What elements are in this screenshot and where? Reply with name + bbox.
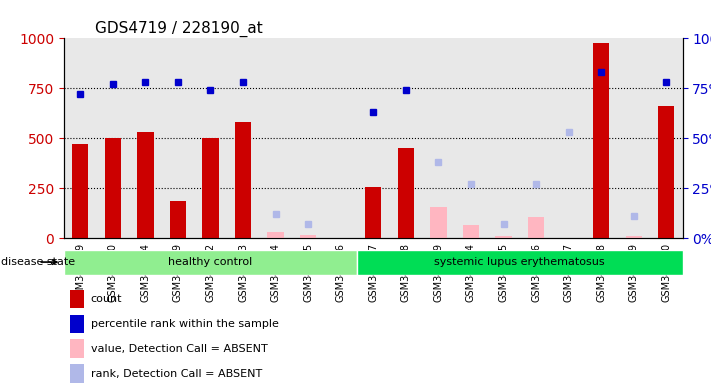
Bar (324, 38, 357, 238)
Bar (170, 201, 186, 238)
Bar (194, 38, 227, 238)
Bar (585, 38, 617, 238)
Bar (70, 314, 84, 333)
Bar (357, 38, 390, 238)
Bar (463, 225, 479, 238)
Bar (422, 38, 454, 238)
FancyBboxPatch shape (357, 250, 683, 275)
Bar (161, 38, 194, 238)
Bar (397, 148, 414, 238)
Bar (203, 138, 218, 238)
Bar (227, 38, 260, 238)
Bar (626, 236, 642, 238)
FancyBboxPatch shape (64, 250, 357, 275)
Text: systemic lupus erythematosus: systemic lupus erythematosus (434, 257, 605, 267)
Bar (430, 207, 447, 238)
Bar (64, 38, 97, 238)
Text: rank, Detection Call = ABSENT: rank, Detection Call = ABSENT (90, 369, 262, 379)
Text: value, Detection Call = ABSENT: value, Detection Call = ABSENT (90, 344, 267, 354)
Bar (267, 232, 284, 238)
Bar (300, 235, 316, 238)
Bar (97, 38, 129, 238)
Bar (658, 106, 675, 238)
Text: percentile rank within the sample: percentile rank within the sample (90, 319, 279, 329)
Bar (487, 38, 520, 238)
Bar (292, 38, 324, 238)
Bar (365, 187, 381, 238)
Bar (520, 38, 552, 238)
Bar (137, 132, 154, 238)
Bar (650, 38, 683, 238)
Text: healthy control: healthy control (169, 257, 252, 267)
Bar (593, 43, 609, 238)
Bar (70, 290, 84, 308)
Bar (390, 38, 422, 238)
Bar (129, 38, 161, 238)
Bar (70, 364, 84, 383)
Bar (528, 217, 544, 238)
Bar (72, 144, 88, 238)
Text: count: count (90, 294, 122, 304)
Bar (70, 339, 84, 358)
Text: GDS4719 / 228190_at: GDS4719 / 228190_at (95, 21, 262, 37)
Bar (617, 38, 650, 238)
Text: disease state: disease state (1, 257, 75, 267)
Bar (105, 138, 121, 238)
Bar (235, 122, 251, 238)
Bar (454, 38, 487, 238)
Bar (260, 38, 292, 238)
Bar (496, 236, 512, 238)
Bar (552, 38, 585, 238)
